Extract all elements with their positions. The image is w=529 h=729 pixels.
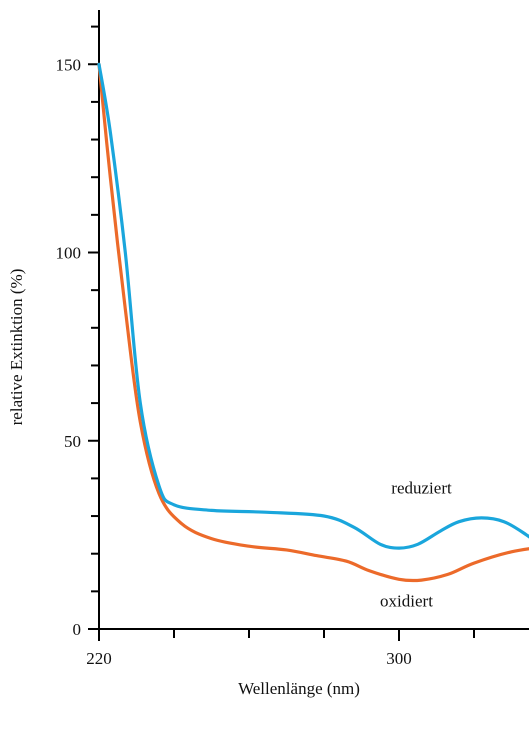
y-axis-label: relative Extinktion (%) bbox=[7, 269, 26, 426]
annotation-label: oxidiert bbox=[380, 591, 433, 610]
annotation-layer: Soret-Bande (oder γ-Bande)reduziertoxidi… bbox=[380, 478, 452, 610]
y-tick-label: 150 bbox=[56, 55, 82, 74]
series-line-reduziert bbox=[97, 62, 529, 550]
y-tick-label: 100 bbox=[56, 244, 82, 263]
x-tick-label: 220 bbox=[86, 649, 112, 668]
y-tick-label: 50 bbox=[64, 432, 81, 451]
series-line-oxidiert bbox=[97, 62, 529, 583]
series-layer bbox=[97, 62, 529, 583]
x-tick-label: 300 bbox=[386, 649, 412, 668]
y-tick-label: 0 bbox=[73, 620, 82, 639]
axes: 050100150220300400500600 bbox=[56, 10, 529, 668]
annotation-label: reduziert bbox=[391, 478, 452, 497]
x-axis-label: Wellenlänge (nm) bbox=[238, 679, 360, 698]
